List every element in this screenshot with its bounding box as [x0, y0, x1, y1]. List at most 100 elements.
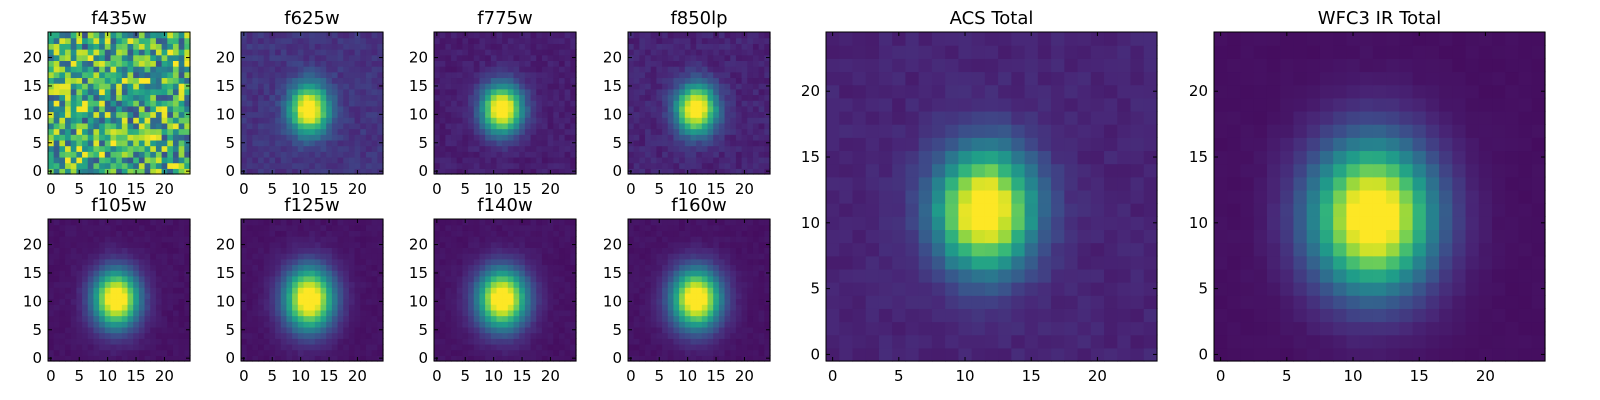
heatmap-cell	[519, 100, 526, 107]
heatmap-cell	[320, 230, 327, 237]
heatmap-cell	[252, 355, 259, 362]
heatmap-cell	[155, 230, 163, 237]
heatmap-cell	[462, 224, 469, 231]
heatmap-cell	[184, 292, 191, 300]
heatmap-cell	[519, 60, 526, 67]
heatmap-cell	[258, 83, 265, 90]
heatmap-cell	[456, 60, 463, 67]
heatmap-cell	[155, 270, 163, 277]
heatmap-cell	[628, 287, 635, 294]
heatmap-cell	[87, 105, 95, 113]
heatmap-cell	[104, 292, 112, 300]
heatmap-cell	[331, 88, 339, 96]
heatmap-cell	[150, 100, 157, 107]
heatmap-cell	[172, 162, 180, 169]
heatmap-cell	[309, 156, 316, 164]
heatmap-cell	[633, 117, 640, 124]
heatmap-cell	[707, 321, 714, 328]
heatmap-cell	[59, 236, 66, 243]
heatmap-cell	[713, 292, 720, 300]
heatmap-cell	[468, 117, 475, 124]
heatmap-cell	[541, 270, 549, 277]
heatmap-cell	[286, 275, 293, 283]
heatmap-cell	[320, 332, 327, 339]
heatmap-cell	[707, 292, 714, 300]
heatmap-cell	[662, 349, 669, 356]
heatmap-cell	[172, 275, 180, 283]
heatmap-cell	[377, 49, 384, 56]
heatmap-cell	[371, 54, 378, 61]
heatmap-cell	[747, 304, 754, 311]
heatmap-cell	[144, 77, 151, 84]
heatmap-cell	[696, 281, 703, 288]
heatmap-cell	[360, 145, 367, 152]
heatmap-cell	[758, 349, 765, 356]
heatmap-cell	[167, 253, 174, 260]
heatmap-cell	[524, 100, 532, 107]
heatmap-cell	[127, 247, 134, 254]
heatmap-cell	[673, 338, 680, 345]
heatmap-cell	[48, 100, 55, 107]
heatmap-cell	[70, 71, 77, 79]
heatmap-cell	[138, 134, 146, 141]
heatmap-cell	[48, 117, 55, 124]
heatmap-cell	[564, 241, 571, 248]
heatmap-cell	[519, 275, 526, 283]
heatmap-cell	[348, 162, 356, 169]
heatmap-cell	[348, 258, 356, 266]
heatmap-cell	[513, 287, 520, 294]
heatmap-cell	[286, 321, 293, 328]
heatmap-cell	[184, 281, 191, 288]
heatmap-cell	[314, 349, 322, 356]
heatmap-cell	[519, 105, 526, 113]
heatmap-cell	[468, 332, 475, 339]
heatmap-cell	[684, 292, 692, 300]
heatmap-cell	[633, 105, 640, 113]
heatmap-cell	[303, 168, 310, 175]
heatmap-cell	[65, 83, 72, 90]
heatmap-cell	[445, 275, 452, 283]
heatmap-cell	[496, 77, 503, 84]
heatmap-cell	[650, 77, 657, 84]
heatmap-cell	[633, 32, 640, 39]
heatmap-cell	[673, 304, 680, 311]
heatmap-cell	[258, 32, 265, 39]
heatmap-cell	[121, 54, 129, 61]
heatmap-cell	[167, 71, 174, 79]
heatmap-cell	[462, 281, 469, 288]
heatmap-cell	[167, 247, 174, 254]
heatmap-cell	[354, 49, 361, 56]
heatmap-cell	[650, 168, 657, 175]
heatmap-cell	[161, 224, 168, 231]
heatmap-cell	[633, 355, 640, 362]
heatmap-cell	[524, 332, 532, 339]
heatmap-cell	[246, 224, 253, 231]
heatmap-cell	[161, 349, 168, 356]
heatmap-cell	[303, 224, 310, 231]
heatmap-cell	[541, 105, 549, 113]
heatmap-cell	[76, 100, 83, 107]
heatmap-cell	[684, 49, 692, 56]
heatmap-cell	[633, 122, 640, 130]
heatmap-cell	[252, 281, 259, 288]
heatmap-cell	[172, 100, 180, 107]
heatmap-cell	[99, 236, 106, 243]
heatmap-cell	[730, 338, 737, 345]
heatmap-cell	[172, 281, 180, 288]
heatmap-cell	[59, 77, 66, 84]
heatmap-cell	[764, 151, 771, 158]
heatmap-cell	[371, 111, 378, 118]
heatmap-cell	[553, 253, 560, 260]
heatmap-cell	[275, 134, 282, 141]
heatmap-cell	[547, 258, 554, 266]
heatmap-cell	[297, 100, 305, 107]
heatmap-cell	[639, 134, 646, 141]
heatmap-cell	[172, 117, 180, 124]
heatmap-cell	[246, 264, 253, 271]
heatmap-cell	[286, 343, 293, 351]
heatmap-cell	[252, 49, 259, 56]
heatmap-cell	[59, 156, 66, 164]
heatmap-cell	[524, 94, 532, 101]
heatmap-cell	[87, 71, 95, 79]
heatmap-cell	[121, 292, 129, 300]
